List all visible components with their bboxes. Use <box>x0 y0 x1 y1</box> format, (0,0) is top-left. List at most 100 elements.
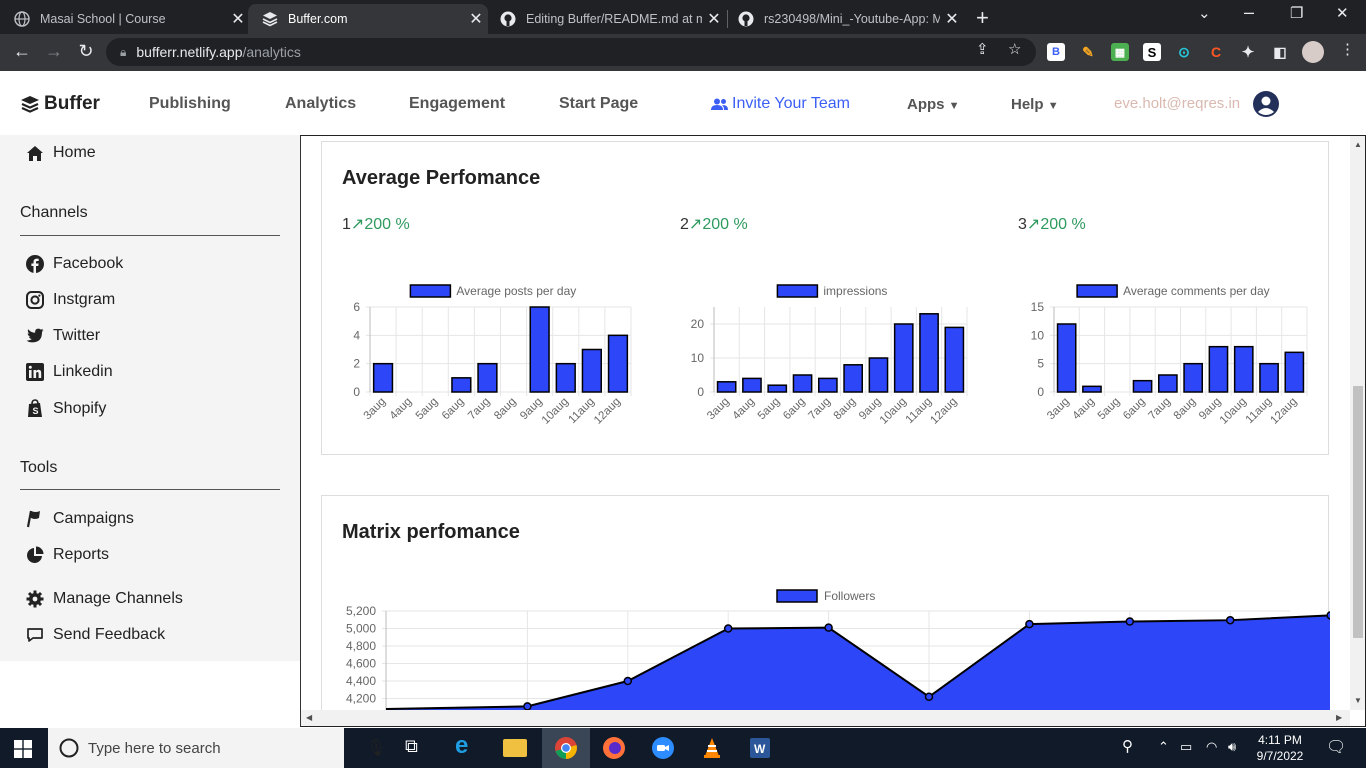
zoom-icon[interactable] <box>651 736 675 760</box>
bar <box>1208 345 1229 393</box>
x-tick-label: 8aug <box>492 396 519 423</box>
people-icon[interactable]: ⚲ <box>1122 738 1133 755</box>
windows-start-icon[interactable] <box>14 740 32 758</box>
minimize-icon[interactable]: – <box>1244 2 1255 22</box>
reload-icon[interactable]: ↻ <box>78 41 94 61</box>
chrome-taskbar-button[interactable] <box>542 728 590 768</box>
comments-per-day-chart: Average comments per day 0 5 10 15 3aug4aug5a… <box>1031 284 1308 427</box>
vlc-icon[interactable] <box>700 736 724 760</box>
extensions-puzzle-icon[interactable]: ✦ <box>1241 44 1255 61</box>
facebook-icon <box>26 255 44 273</box>
caret-down-icon: ▼ <box>948 100 960 112</box>
nav-publishing[interactable]: Publishing <box>149 95 231 112</box>
c-extension-icon[interactable]: C <box>1210 44 1222 60</box>
sidebar-item-shopify[interactable]: S Shopify <box>26 399 106 418</box>
scroll-right-icon[interactable]: ▶ <box>1336 713 1343 722</box>
scroll-down-icon[interactable]: ▼ <box>1354 696 1362 705</box>
user-circle-icon[interactable] <box>1253 91 1279 117</box>
y-tick-label: 2 <box>353 357 360 371</box>
bar <box>555 362 576 393</box>
x-tick-label: 8aug <box>832 396 859 423</box>
browser-tab-github-readme[interactable]: Editing Buffer/README.md at ma ✕ <box>486 4 726 34</box>
y-tick-label: 5 <box>1037 357 1044 371</box>
sidebar-item-facebook[interactable]: Facebook <box>26 255 123 273</box>
invite-team-link[interactable]: Invite Your Team <box>711 95 850 113</box>
bar <box>868 357 889 393</box>
edge-icon[interactable]: e <box>455 732 469 759</box>
volume-icon[interactable]: 🔊︎ <box>1228 739 1237 754</box>
instagram-icon <box>26 291 44 309</box>
side-panel-icon[interactable]: ◧ <box>1273 43 1287 60</box>
menu-dots-icon[interactable]: ⋮ <box>1340 41 1355 58</box>
close-icon[interactable]: ✕ <box>469 11 483 28</box>
task-view-icon[interactable]: ⧉ <box>405 736 418 756</box>
y-tick-label: 4,200 <box>346 692 376 706</box>
profile-avatar[interactable] <box>1302 41 1324 63</box>
back-arrow-icon[interactable]: ← <box>13 41 31 61</box>
bar <box>1157 374 1178 393</box>
browser-tab-github-repo[interactable]: rs230498/Mini_-Youtube-App: M ✕ <box>724 4 964 34</box>
system-clock[interactable]: 4:11 PM 9/7/2022 <box>1254 732 1306 764</box>
bar <box>372 362 394 393</box>
campaign-flag-icon <box>26 510 40 528</box>
browser-tab-masai[interactable]: Masai School | Course ✕ <box>0 4 250 34</box>
sidebar-item-linkedin[interactable]: Linkedin <box>26 363 113 381</box>
window-close-icon[interactable]: ✕ <box>1336 5 1349 22</box>
buffer-logo-icon <box>262 11 278 27</box>
spreadsheet-extension-icon[interactable]: ▦ <box>1111 43 1129 61</box>
screen-recorder-extension-icon[interactable]: ⊙ <box>1178 43 1190 60</box>
bar <box>817 377 838 393</box>
stat-percent: 200 % <box>702 216 748 233</box>
close-icon[interactable]: ✕ <box>945 11 959 28</box>
address-bar[interactable]: 🔒︎ bufferr.netlify.app/analytics <box>106 38 1036 66</box>
help-dropdown[interactable]: Help ▼ <box>1011 96 1059 113</box>
y-tick-label: 4 <box>353 328 360 342</box>
sidebar-item-reports[interactable]: Reports <box>26 546 109 564</box>
apps-dropdown[interactable]: Apps ▼ <box>907 96 960 113</box>
close-icon[interactable]: ✕ <box>231 11 245 28</box>
sidebar-item-home[interactable]: Home <box>26 144 96 162</box>
firefox-icon[interactable] <box>602 736 626 760</box>
forward-arrow-icon[interactable]: → <box>45 41 63 61</box>
show-hidden-icons-chevron[interactable]: ⌃ <box>1158 739 1169 754</box>
bar <box>1132 379 1153 393</box>
sidebar-item-send-feedback[interactable]: Send Feedback <box>26 626 165 644</box>
pencil-extension-icon[interactable]: ✎ <box>1082 43 1094 60</box>
restore-icon[interactable]: ❐ <box>1290 5 1304 22</box>
vertical-scrollbar[interactable]: ▲ ▼ <box>1350 136 1365 710</box>
share-icon[interactable]: ⇪ <box>976 41 989 58</box>
sidebar-item-manage-channels[interactable]: Manage Channels <box>26 590 183 608</box>
buffer-logo[interactable]: Buffer <box>20 93 100 115</box>
nav-start-page[interactable]: Start Page <box>559 95 639 112</box>
s-extension-icon[interactable]: S <box>1143 43 1161 61</box>
tab-search-chevron-icon[interactable]: ⌄ <box>1198 5 1211 22</box>
x-tick-label: 11aug <box>904 396 935 427</box>
sidebar-item-instagram[interactable]: Instgram <box>26 291 115 309</box>
sidebar-item-twitter[interactable]: Twitter <box>26 327 100 345</box>
sidebar-item-label: Instgram <box>53 291 116 308</box>
battery-icon[interactable]: ▭ <box>1180 739 1193 754</box>
taskbar-search-box[interactable]: Type here to search 🎙︎ <box>48 728 386 768</box>
horizontal-scrollbar[interactable]: ◀ ▶ <box>301 710 1350 726</box>
word-icon[interactable]: W <box>748 736 772 760</box>
microphone-icon[interactable]: 🎙︎ <box>366 740 387 757</box>
github-icon <box>738 11 754 27</box>
bookmark-star-icon[interactable]: ☆ <box>1008 41 1022 58</box>
nav-engagement[interactable]: Engagement <box>409 95 506 112</box>
nav-analytics[interactable]: Analytics <box>285 95 357 112</box>
sidebar-item-label: Campaigns <box>53 510 134 527</box>
sidebar-item-campaigns[interactable]: Campaigns <box>26 510 134 528</box>
scroll-left-icon[interactable]: ◀ <box>306 713 313 722</box>
sidebar-item-label: Twitter <box>53 327 101 344</box>
scrollbar-thumb[interactable] <box>1353 386 1363 638</box>
file-explorer-icon[interactable] <box>503 739 527 757</box>
close-icon[interactable]: ✕ <box>707 11 721 28</box>
extension-b-icon[interactable]: B <box>1047 43 1065 61</box>
new-tab-button[interactable]: + <box>976 5 989 30</box>
x-tick-label: 3aug <box>705 396 732 423</box>
browser-tab-buffer[interactable]: Buffer.com ✕ <box>248 4 488 34</box>
search-icon <box>59 738 79 758</box>
wifi-icon[interactable]: ◠ <box>1206 739 1218 754</box>
scroll-up-icon[interactable]: ▲ <box>1354 140 1362 149</box>
notifications-icon[interactable]: 🗨︎ <box>1326 739 1347 756</box>
